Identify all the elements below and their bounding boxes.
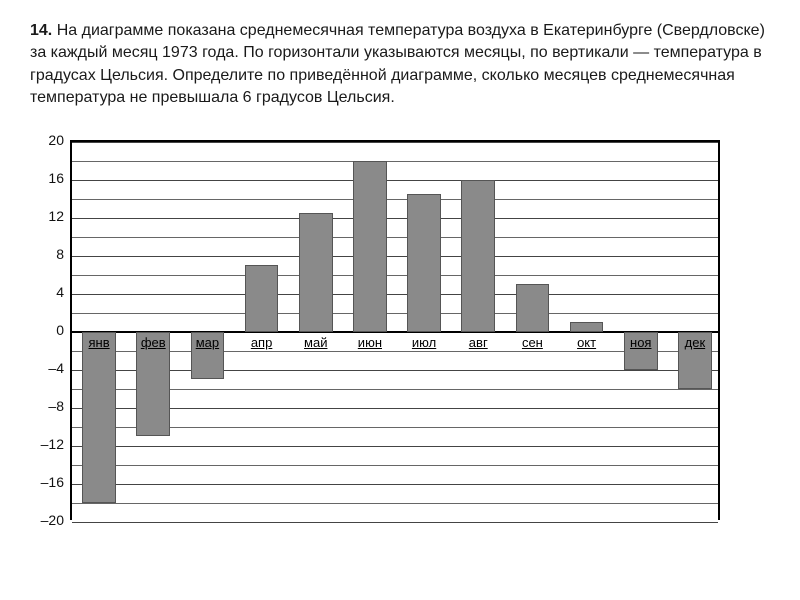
- bar: [516, 284, 550, 332]
- grid-minor: [72, 199, 718, 200]
- x-label: апр: [251, 335, 273, 350]
- grid-minor: [72, 313, 718, 314]
- grid-major: [72, 142, 718, 143]
- y-tick-label: 4: [56, 284, 64, 300]
- y-tick-label: 12: [48, 208, 64, 224]
- grid-major: [72, 484, 718, 485]
- grid-major: [72, 446, 718, 447]
- x-label: окт: [577, 335, 596, 350]
- grid-major: [72, 522, 718, 523]
- y-tick-label: 20: [48, 132, 64, 148]
- y-tick-label: 0: [56, 322, 64, 338]
- temperature-chart: 201612840–4–8–12–16–20 янвфевмарапрмайию…: [70, 140, 720, 520]
- bar: [245, 265, 279, 332]
- problem-number: 14.: [30, 22, 52, 39]
- x-label: июн: [358, 335, 382, 350]
- x-label: фев: [141, 335, 166, 350]
- y-tick-label: 8: [56, 246, 64, 262]
- x-label: мар: [196, 335, 219, 350]
- bar: [570, 322, 604, 332]
- y-tick-label: –4: [48, 360, 64, 376]
- plot-area: янв фев мар апр май июн июл авг сен окт ноя дек: [70, 140, 720, 520]
- grid-major: [72, 180, 718, 181]
- y-tick-label: 16: [48, 170, 64, 186]
- bar: [299, 213, 333, 332]
- bar: [353, 161, 387, 332]
- grid-minor: [72, 465, 718, 466]
- x-label: май: [304, 335, 327, 350]
- y-tick-label: –16: [41, 474, 64, 490]
- y-tick-label: –20: [41, 512, 64, 528]
- x-label: авг: [469, 335, 488, 350]
- y-tick-label: –12: [41, 436, 64, 452]
- x-label: сен: [522, 335, 543, 350]
- x-label: июл: [412, 335, 436, 350]
- x-label: ноя: [630, 335, 651, 350]
- grid-major: [72, 218, 718, 219]
- grid-major: [72, 256, 718, 257]
- bar: [461, 180, 495, 332]
- grid-major: [72, 294, 718, 295]
- problem-dash: —: [633, 44, 649, 61]
- x-label: янв: [89, 335, 110, 350]
- y-axis: 201612840–4–8–12–16–20: [30, 140, 68, 520]
- grid-minor: [72, 237, 718, 238]
- x-label: дек: [685, 335, 706, 350]
- bar: [407, 194, 441, 332]
- grid-minor: [72, 503, 718, 504]
- y-tick-label: –8: [48, 398, 64, 414]
- grid-minor: [72, 275, 718, 276]
- problem-text: 14. На диаграмме показана среднемесячная…: [30, 20, 770, 110]
- bar: [82, 332, 116, 503]
- grid-minor: [72, 161, 718, 162]
